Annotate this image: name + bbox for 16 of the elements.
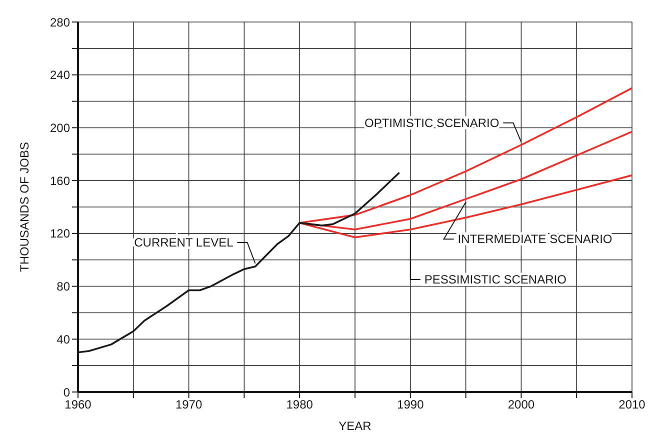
x-tick-label: 1960: [64, 398, 92, 412]
x-tick-label: 1990: [397, 398, 424, 412]
y-tick-label: 280: [50, 15, 70, 30]
y-tick-label: 240: [50, 68, 70, 82]
y-tick-label: 40: [56, 332, 70, 346]
x-tick-label: 2000: [508, 398, 535, 412]
x-tick-label: 1980: [286, 398, 314, 412]
y-axis-title: THOUSANDS OF JOBS: [17, 142, 32, 272]
y-tick-label: 80: [56, 280, 70, 294]
x-tick-label: 2010: [618, 398, 646, 412]
y-tick-label: 120: [50, 226, 70, 241]
x-tick-label: 1970: [175, 398, 202, 412]
y-tick-label: 160: [50, 174, 70, 188]
x-axis-title: YEAR: [338, 419, 372, 433]
y-tick-label: 200: [50, 120, 70, 135]
y-tick-label: 0: [63, 385, 70, 400]
